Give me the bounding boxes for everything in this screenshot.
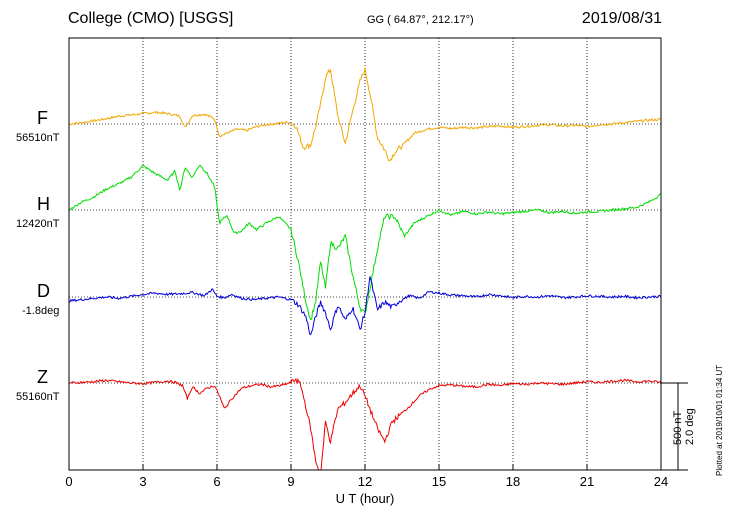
series-line-f xyxy=(69,67,661,162)
x-tick-label: 0 xyxy=(65,474,72,489)
series-label-d: D xyxy=(37,281,50,301)
x-tick-label: 12 xyxy=(358,474,372,489)
x-tick-label: 21 xyxy=(580,474,594,489)
plotted-timestamp: Plotted at 2019/10/01 01:34 UT xyxy=(715,364,724,476)
x-tick-label: 6 xyxy=(213,474,220,489)
series-baseline-z: 55160nT xyxy=(16,391,60,403)
x-tick-label: 15 xyxy=(432,474,446,489)
x-axis-label: U T (hour) xyxy=(336,491,395,506)
series-line-z xyxy=(69,377,661,470)
x-tick-label: 18 xyxy=(506,474,520,489)
series-baseline-d: -1.8deg xyxy=(22,305,60,317)
series-baseline-f: 56510nT xyxy=(16,132,60,144)
chart-date: 2019/08/31 xyxy=(581,10,662,27)
series-label-z: Z xyxy=(37,367,48,387)
x-tick-label: 24 xyxy=(654,474,668,489)
chart-title: College (CMO) [USGS] xyxy=(68,10,234,27)
scale-bar-deg: 2.0 deg xyxy=(684,408,696,445)
scale-bar-nt: 500 nT xyxy=(672,410,684,445)
x-tick-label: 9 xyxy=(287,474,294,489)
series-label-h: H xyxy=(37,194,50,214)
station-coordinates: GG ( 64.87°, 212.17°) xyxy=(367,14,474,26)
series-baseline-h: 12420nT xyxy=(16,218,60,230)
series-label-f: F xyxy=(37,108,48,128)
x-tick-label: 3 xyxy=(139,474,146,489)
scale-bar-label: 500 nT 2.0 deg xyxy=(672,408,696,445)
series-line-d xyxy=(69,276,661,336)
